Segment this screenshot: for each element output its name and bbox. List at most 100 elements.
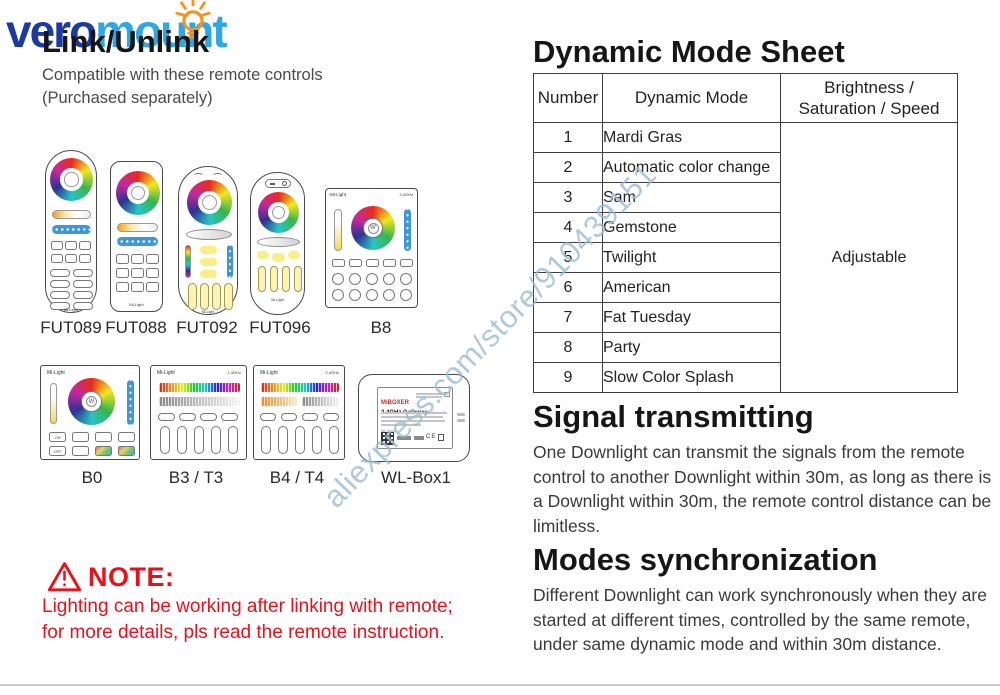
micro-icon: [397, 436, 411, 440]
zone-button: [73, 269, 93, 277]
col-header-bss: Brightness / Saturation / Speed: [780, 73, 958, 123]
panel-b8: Mi-Light 2.4GHz W: [325, 188, 418, 308]
minus-mark: [270, 183, 275, 185]
gateway-title-row: 2.4GHz Gateway Model No.: WL-Box1: [381, 401, 451, 433]
note-line2: for more details, pls read the remote in…: [42, 622, 445, 643]
device-label-fut092: FUT092: [176, 318, 238, 337]
panel-button: [323, 413, 339, 421]
decorative-arc: [193, 173, 204, 179]
micro-text-line: [381, 420, 445, 422]
off-label: OFF: [53, 448, 62, 454]
white-temp-arc: [186, 229, 232, 240]
mode-button: [200, 258, 217, 266]
zone-pill: [261, 426, 271, 454]
cell-mode: Slow Color Splash: [602, 362, 781, 393]
color-wheel-center: [267, 201, 290, 224]
dynamic-mode-table: Number Dynamic Mode Brightness / Saturat…: [533, 73, 958, 393]
col-header-number: Number: [533, 73, 603, 123]
table-row: 2 Automatic color change: [533, 152, 958, 183]
cell-mode: American: [602, 272, 781, 303]
note-title: NOTE:: [88, 562, 175, 592]
micro-box: [444, 392, 450, 397]
panel-button: [72, 432, 89, 442]
remote-button: [116, 268, 129, 278]
zone-button: [50, 291, 70, 299]
speed-plus-button: [200, 246, 217, 254]
mi-light-brand: Mi-Light: [201, 310, 215, 314]
on-button: ON: [49, 432, 66, 442]
ce-mark: CE: [426, 434, 437, 440]
w-label: W: [367, 222, 379, 234]
cell-mode: Gemstone: [602, 212, 781, 243]
bottom-divider: [0, 684, 1000, 686]
w-label: W: [86, 396, 97, 407]
micro-text-line: [381, 424, 421, 426]
link-button-bar: [265, 179, 291, 188]
zone-button: [400, 289, 412, 301]
remote-button: [51, 254, 63, 263]
white-temp-slider: [50, 383, 57, 424]
scene-button: [95, 446, 112, 456]
signal-transmitting-title: Signal transmitting: [533, 399, 814, 434]
cell-number: 4: [533, 212, 603, 243]
wheel-center-w: W: [80, 390, 103, 413]
lightbulb-icon: [175, 0, 211, 39]
cell-number: 7: [533, 302, 603, 333]
mi-light-brand: Mi-Light: [63, 307, 79, 312]
freq-label: 2.4GHz: [227, 370, 241, 375]
mi-light-brand: Mi-Light: [260, 370, 278, 376]
cell-number: 9: [533, 362, 603, 393]
cell-mode: Fat Tuesday: [602, 302, 781, 333]
brightness-slider: [127, 380, 134, 425]
cell-number: 2: [533, 152, 603, 183]
panel-button: [332, 259, 345, 267]
mode-button: [272, 253, 285, 262]
zone-pill: [224, 283, 233, 310]
zone-button: [73, 291, 93, 299]
table-row: 5 Twilight: [533, 242, 958, 273]
zone-button: [349, 289, 361, 301]
color-wheel: [187, 180, 232, 225]
cell-number: 8: [533, 332, 603, 363]
panel-button: [200, 413, 217, 421]
color-bar: [159, 383, 240, 392]
white-bar: [302, 397, 339, 406]
remote-fut089: Mi-Light: [45, 150, 97, 313]
zone-button: [349, 273, 361, 285]
zone-pill: [200, 283, 209, 310]
cell-adjustable: Adjustable: [780, 122, 958, 393]
panel-button: [302, 413, 318, 421]
device-label-b0: B0: [81, 468, 103, 487]
weee-icon: [438, 434, 444, 441]
modes-synchronization-body: Different Downlight can work synchronous…: [533, 585, 987, 654]
remote-button: [116, 254, 129, 264]
remote-button: [65, 241, 77, 250]
cell-mode: Party: [602, 332, 781, 363]
brightness-slider: [227, 245, 233, 278]
zone-button: [50, 269, 70, 277]
zone-button: [332, 289, 344, 301]
compatible-subtitle: Compatible with these remote controls (P…: [42, 64, 323, 110]
remote-button: [116, 282, 129, 292]
zone-button: [366, 289, 378, 301]
zone-pill: [211, 426, 221, 454]
panel-button: [400, 259, 413, 267]
color-wheel: [50, 158, 93, 201]
note-text: Lighting can be working after linking wi…: [42, 594, 453, 646]
qr-code: [381, 432, 394, 445]
white-temp-slider: [334, 209, 342, 251]
zone-pill: [212, 283, 221, 310]
zone-pill: [228, 426, 238, 454]
remote-button: [79, 254, 91, 263]
zone-pill: [295, 426, 305, 454]
brightness-slider: [117, 237, 158, 246]
color-bar: [261, 383, 339, 392]
warning-triangle-icon: [47, 562, 82, 592]
color-wheel: W: [351, 206, 395, 250]
cell-mode: Twilight: [602, 242, 781, 273]
on-label: ON: [54, 434, 61, 440]
cell-mode: Sam: [602, 182, 781, 213]
table-row: 6 American: [533, 272, 958, 303]
zone-pill: [312, 426, 322, 454]
micro-text-line: [381, 412, 447, 414]
